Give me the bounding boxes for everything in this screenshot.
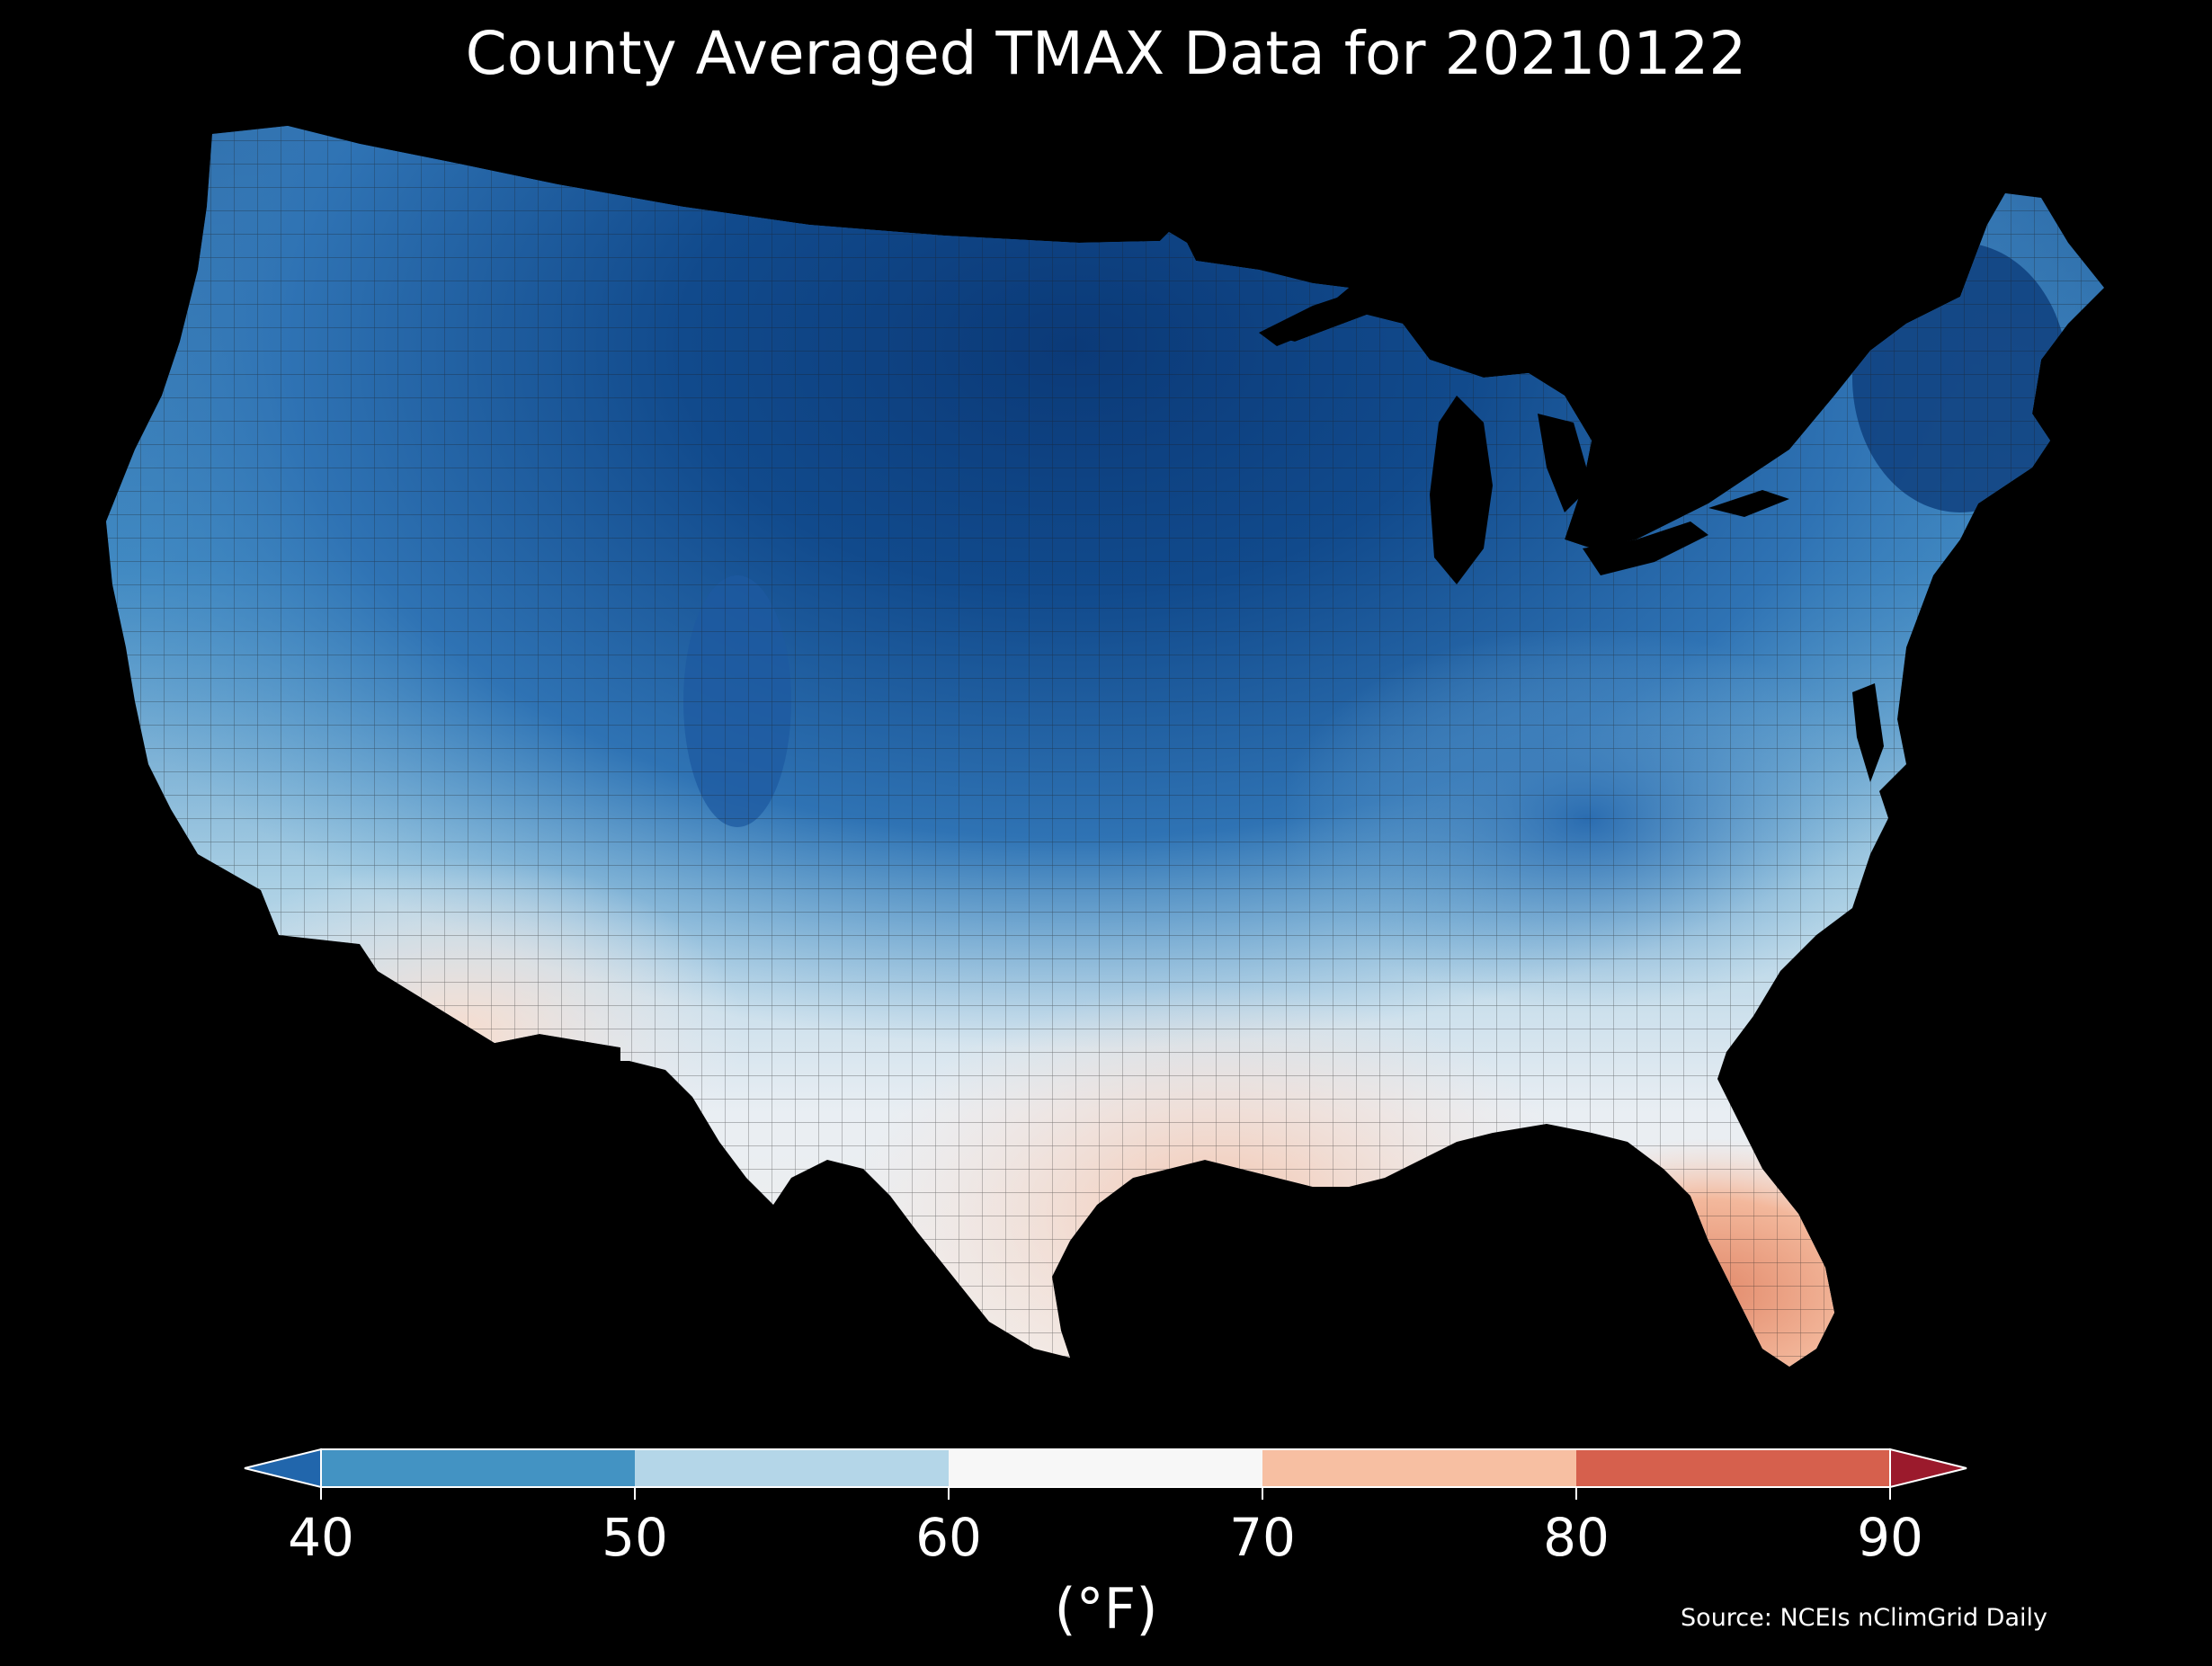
colorbar-ticks bbox=[320, 1487, 1891, 1500]
colorbar-tick-label: 40 bbox=[288, 1507, 354, 1568]
colorbar-tick-label: 80 bbox=[1543, 1507, 1610, 1568]
colorbar-bin-50-60 bbox=[635, 1449, 949, 1487]
colorbar-bin-70-80 bbox=[1262, 1449, 1576, 1487]
colorbar-tick-label: 60 bbox=[915, 1507, 982, 1568]
map-title: County Averaged TMAX Data for 20210122 bbox=[465, 19, 1747, 88]
conus-map bbox=[106, 126, 2104, 1367]
colorbar-bin-80-90 bbox=[1576, 1449, 1890, 1487]
colorbar: 40 50 60 70 80 90 bbox=[244, 1448, 1967, 1568]
colorbar-extend-low bbox=[244, 1448, 322, 1489]
colorbar-bin-60-70 bbox=[949, 1449, 1262, 1487]
colorbar-tick-label: 70 bbox=[1229, 1507, 1296, 1568]
colorbar-extend-high bbox=[1889, 1448, 1967, 1489]
colorbar-tick-label: 50 bbox=[602, 1507, 668, 1568]
colorbar-bin-40-50 bbox=[321, 1449, 635, 1487]
great-lakes bbox=[1259, 288, 1884, 782]
colorbar-unit-label: (°F) bbox=[1054, 1576, 1158, 1642]
colorbar-tick-label: 90 bbox=[1857, 1507, 1923, 1568]
colorbar-frame bbox=[320, 1448, 1891, 1488]
source-note: Source: NCEIs nClimGrid Daily bbox=[1681, 1604, 2047, 1632]
